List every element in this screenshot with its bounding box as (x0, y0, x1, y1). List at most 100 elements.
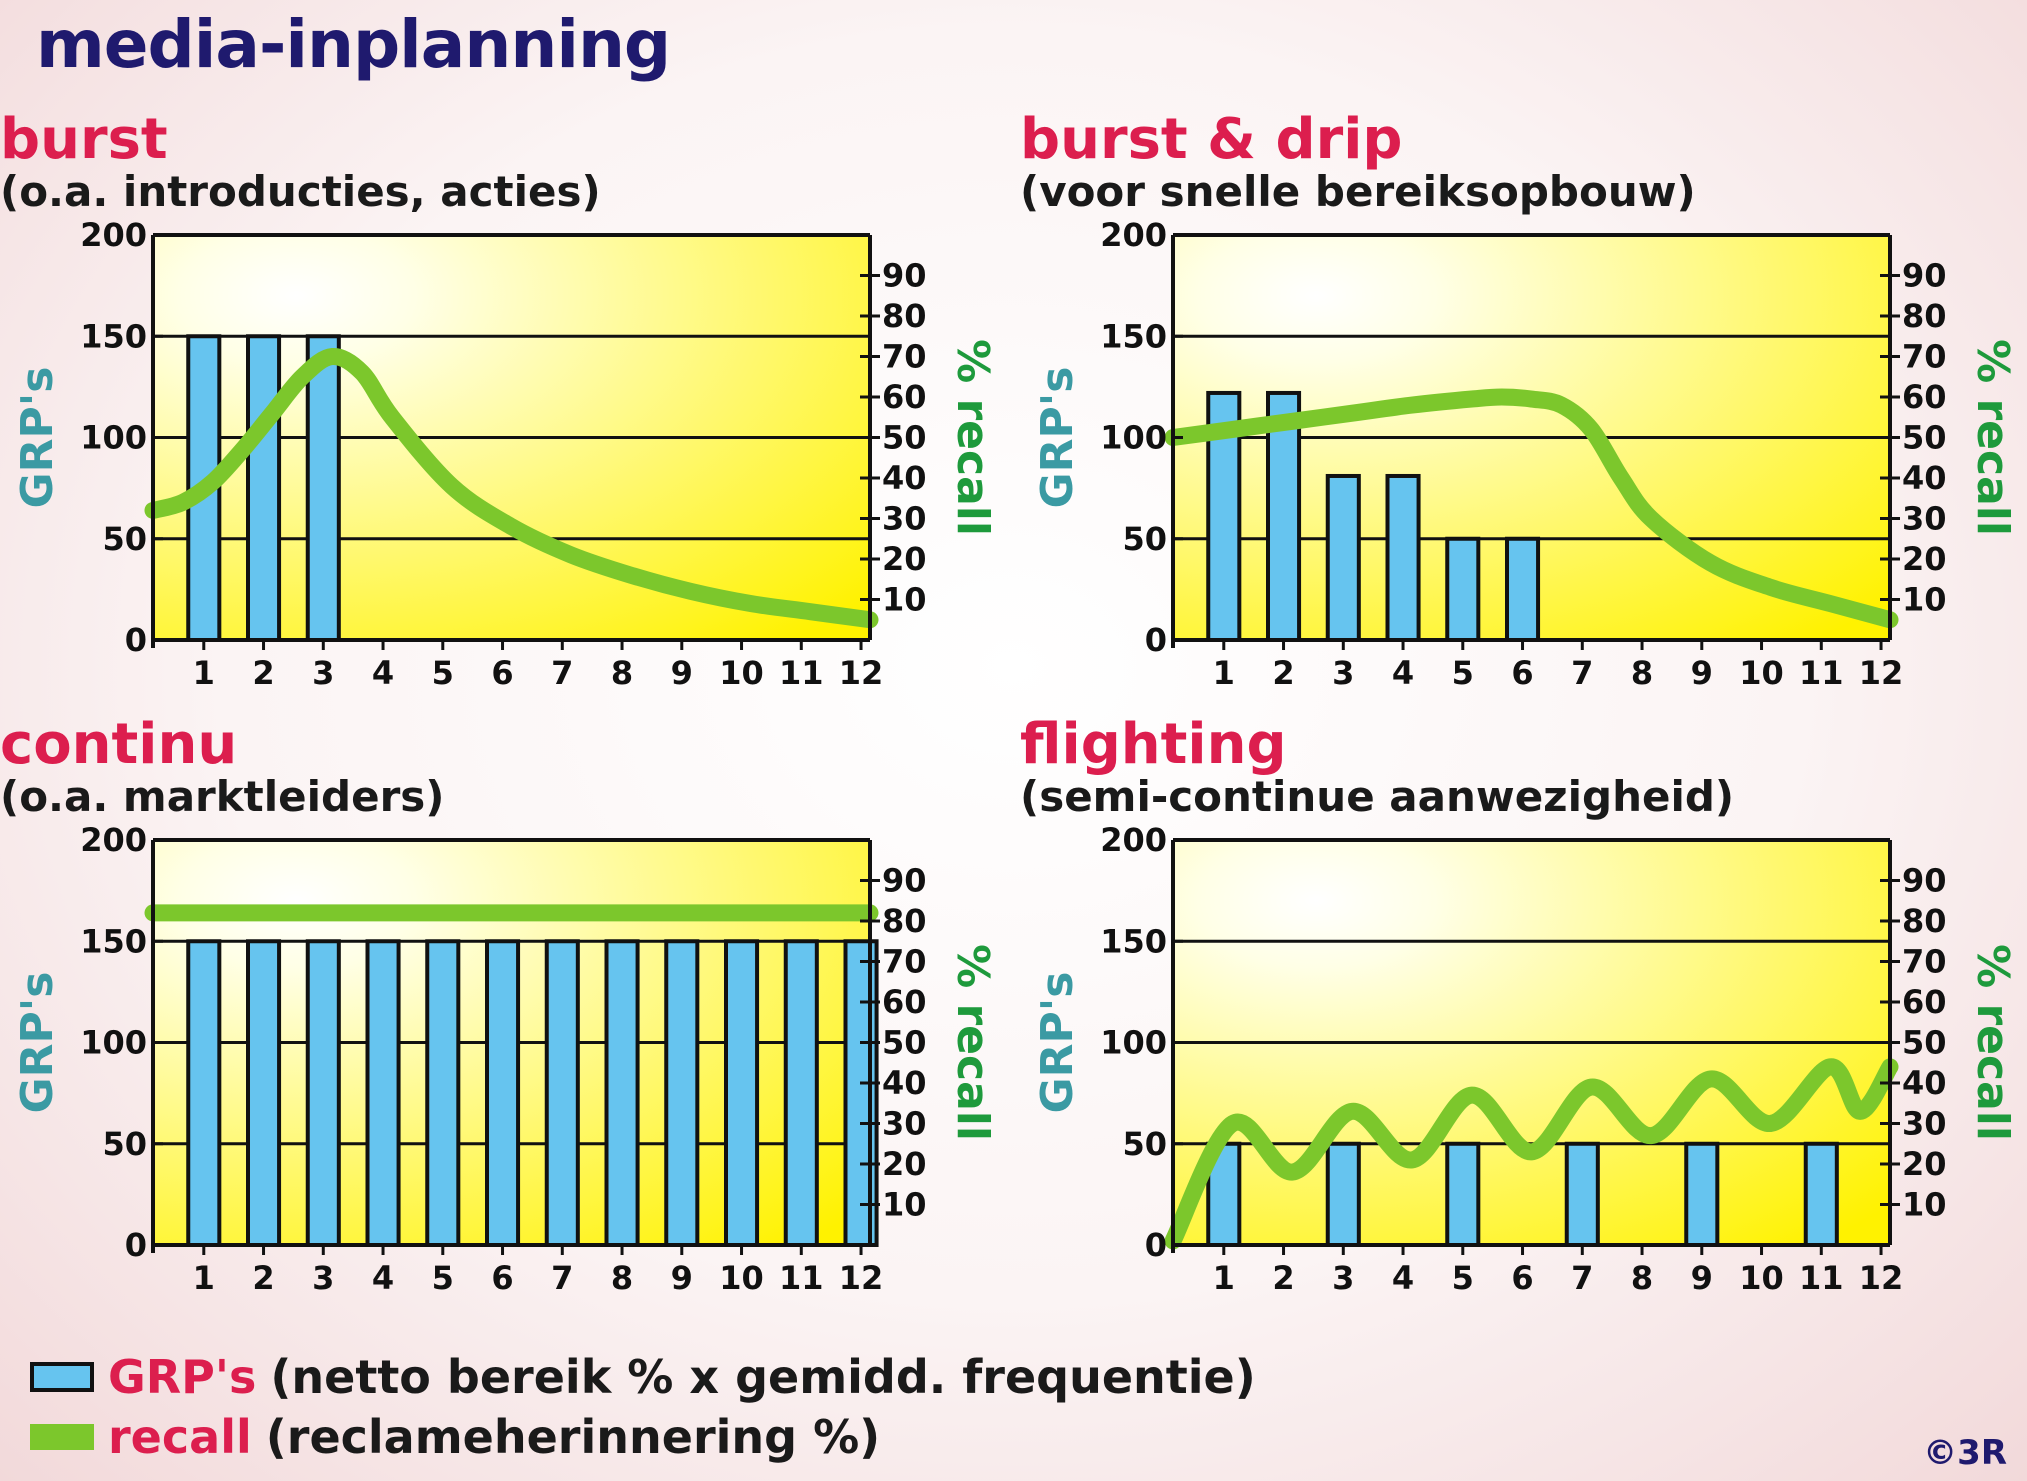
page-title: media-inplanning (36, 6, 671, 83)
x-tick-label: 1 (193, 1259, 215, 1297)
x-tick-label: 10 (719, 654, 764, 692)
legend-swatch-bar (30, 1362, 94, 1392)
y2-tick-label: 80 (1902, 902, 1947, 940)
y2-tick-label: 80 (882, 297, 927, 335)
y-tick-label: 200 (80, 216, 147, 254)
x-tick-label: 9 (1691, 654, 1713, 692)
x-tick-label: 9 (671, 1259, 693, 1297)
y-tick-label: 100 (1100, 1024, 1167, 1062)
bar (485, 939, 521, 1247)
x-tick-label: 10 (1739, 1259, 1784, 1297)
y2-tick-label: 90 (1902, 257, 1947, 295)
x-tick-label: 11 (779, 654, 824, 692)
x-tick-label: 7 (1571, 1259, 1593, 1297)
y-tick-label: 150 (1100, 922, 1167, 960)
chart-panel-flighting: 0 50 100 150 200 10 20 30 40 50 60 70 80 90 1 2 3 4 5 6 7 8 9 1… (1020, 713, 2020, 1323)
y-axis-title: GRP's (1032, 972, 1083, 1114)
x-tick-label: 8 (611, 1259, 633, 1297)
bar (246, 334, 282, 642)
y2-tick-label: 70 (882, 943, 927, 981)
bar (305, 334, 341, 642)
x-tick-label: 2 (1272, 654, 1294, 692)
bar (186, 939, 222, 1247)
chart-title: burst (0, 107, 168, 172)
bar (783, 939, 819, 1247)
y2-tick-label: 60 (882, 983, 927, 1021)
y-axis-title: GRP's (1032, 367, 1083, 509)
bar (305, 939, 341, 1247)
y-tick-label: 0 (1145, 621, 1167, 659)
x-tick-label: 6 (1511, 1259, 1533, 1297)
legend-swatch-line (30, 1424, 94, 1450)
x-tick-label: 7 (1571, 654, 1593, 692)
x-tick-label: 5 (432, 1259, 454, 1297)
y2-tick-label: 10 (1902, 581, 1947, 619)
bar (544, 939, 580, 1247)
x-tick-label: 1 (1213, 1259, 1235, 1297)
y2-tick-label: 20 (882, 1145, 927, 1183)
y2-tick-label: 50 (882, 419, 927, 457)
bar (664, 939, 700, 1247)
recall-line (1164, 1058, 1899, 1250)
legend-key: GRP's (108, 1350, 257, 1404)
y2-tick-label: 60 (882, 378, 927, 416)
x-tick-label: 12 (839, 654, 884, 692)
bar (604, 939, 640, 1247)
recall-line (144, 348, 879, 629)
x-tick-label: 4 (372, 654, 394, 692)
y-tick-label: 50 (1122, 520, 1167, 558)
chart-panel-burst-drip: 0 50 100 150 200 10 20 30 40 50 60 70 80 90 1 2 3 4 5 6 7 8 9 1… (1020, 108, 2020, 718)
y2-tick-label: 30 (1902, 500, 1947, 538)
bar (246, 939, 282, 1247)
y-tick-label: 0 (125, 1226, 147, 1264)
x-tick-label: 11 (1799, 1259, 1844, 1297)
y-tick-label: 200 (1100, 216, 1167, 254)
x-tick-label: 6 (491, 654, 513, 692)
y2-tick-label: 80 (1902, 297, 1947, 335)
x-tick-label: 7 (551, 1259, 573, 1297)
x-tick-label: 3 (312, 654, 334, 692)
x-tick-label: 4 (1392, 654, 1414, 692)
y-tick-label: 50 (102, 520, 147, 558)
bar (1325, 1141, 1361, 1247)
bar (1564, 1141, 1600, 1247)
bar (1445, 536, 1481, 642)
chart-subtitle: (semi-continue aanwezigheid) (1020, 772, 1735, 821)
x-tick-label: 9 (1691, 1259, 1713, 1297)
copyright-logo: ©3R (1923, 1433, 2007, 1473)
x-tick-label: 3 (1332, 654, 1354, 692)
x-tick-label: 10 (1739, 654, 1784, 692)
x-tick-label: 9 (671, 654, 693, 692)
y-tick-label: 100 (1100, 419, 1167, 457)
y2-axis-title: % recall (1967, 944, 2018, 1141)
chart-panel-burst: 0 50 100 150 200 10 20 30 40 50 60 70 80 90 1 2 3 4 5 6 7 8 9 1… (0, 108, 1000, 718)
x-tick-label: 5 (1452, 1259, 1474, 1297)
y-tick-label: 0 (125, 621, 147, 659)
x-tick-label: 12 (1859, 654, 1904, 692)
y2-tick-label: 10 (882, 581, 927, 619)
x-tick-label: 2 (252, 1259, 274, 1297)
y2-tick-label: 20 (882, 540, 927, 578)
bar (1684, 1141, 1720, 1247)
y2-tick-label: 40 (1902, 1064, 1947, 1102)
x-tick-label: 7 (551, 654, 573, 692)
x-tick-label: 4 (1392, 1259, 1414, 1297)
x-tick-label: 5 (432, 654, 454, 692)
y-tick-label: 150 (80, 317, 147, 355)
y2-tick-label: 30 (882, 1105, 927, 1143)
chart-subtitle: (o.a. introducties, acties) (0, 167, 601, 216)
bar (1445, 1141, 1481, 1247)
x-tick-label: 5 (1452, 654, 1474, 692)
y-tick-label: 100 (80, 419, 147, 457)
bar (1803, 1141, 1839, 1247)
bar (1505, 536, 1541, 642)
y-tick-label: 200 (80, 821, 147, 859)
y-tick-label: 150 (80, 922, 147, 960)
y2-tick-label: 70 (1902, 943, 1947, 981)
y2-axis-title: % recall (1967, 339, 2018, 536)
y2-tick-label: 80 (882, 902, 927, 940)
y-axis-title: GRP's (12, 367, 63, 509)
y-tick-label: 200 (1100, 821, 1167, 859)
x-tick-label: 3 (1332, 1259, 1354, 1297)
